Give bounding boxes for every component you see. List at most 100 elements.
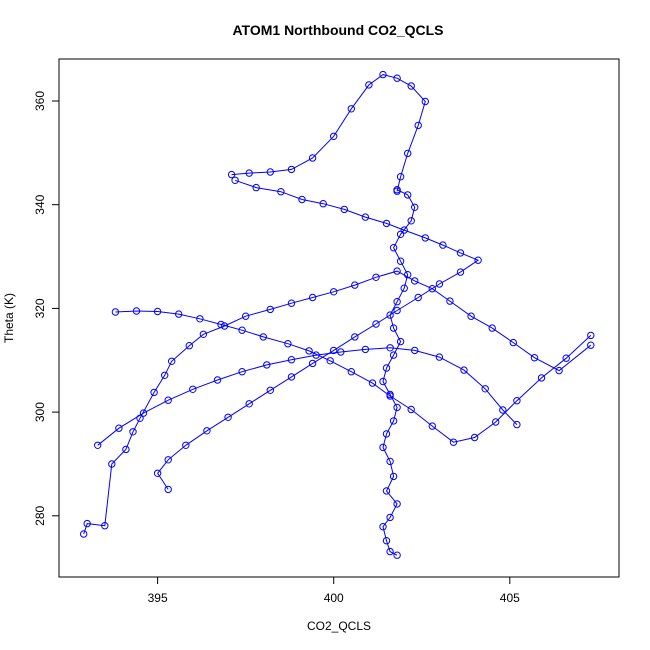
- data-point: [396, 230, 405, 239]
- data-point: [308, 154, 317, 162]
- data-point: [382, 487, 391, 495]
- data-point: [389, 244, 398, 252]
- data-point: [407, 217, 415, 225]
- data-point: [470, 433, 479, 442]
- data-point: [108, 460, 116, 468]
- data-point: [393, 187, 401, 195]
- data-point: [389, 472, 398, 481]
- data-point: [153, 469, 162, 477]
- data-point: [266, 386, 274, 394]
- data-point: [530, 354, 539, 362]
- y-tick-label: 360: [33, 91, 47, 111]
- data-point: [513, 420, 521, 429]
- data-point: [386, 457, 394, 466]
- data-point: [330, 288, 338, 296]
- y-tick-label: 320: [33, 298, 47, 318]
- data-point: [379, 70, 387, 79]
- data-point: [400, 226, 408, 234]
- data-point: [379, 523, 387, 531]
- data-point: [347, 368, 355, 376]
- data-point: [83, 519, 91, 528]
- data-point: [382, 219, 391, 228]
- series-line: [156, 179, 480, 490]
- data-point: [368, 379, 377, 387]
- data-point: [266, 305, 274, 314]
- y-tick-label: 340: [33, 194, 47, 214]
- data-point: [386, 311, 394, 319]
- data-point: [252, 183, 260, 192]
- data-point: [80, 530, 88, 538]
- data-point: [460, 366, 468, 374]
- data-point: [537, 374, 546, 382]
- data-point: [361, 345, 370, 354]
- data-point: [393, 74, 401, 82]
- data-point: [175, 310, 183, 318]
- data-point: [396, 337, 405, 346]
- data-point: [389, 351, 398, 359]
- data-point: [446, 297, 454, 305]
- data-point: [217, 320, 225, 329]
- data-point: [361, 213, 370, 221]
- data-point: [115, 424, 123, 432]
- data-lines: [83, 74, 592, 556]
- data-point: [227, 170, 236, 179]
- data-point: [474, 256, 482, 264]
- data-point: [393, 306, 401, 315]
- data-point: [351, 333, 359, 341]
- x-tick-label: 405: [500, 591, 520, 605]
- data-point: [372, 320, 380, 328]
- data-point: [562, 354, 570, 362]
- data-point: [164, 396, 172, 404]
- data-point: [196, 315, 204, 323]
- data-point: [379, 443, 387, 452]
- data-point: [238, 368, 246, 376]
- data-point: [407, 405, 415, 414]
- data-point: [231, 176, 239, 185]
- data-point: [308, 293, 317, 302]
- data-point: [411, 203, 419, 212]
- data-point: [161, 371, 169, 379]
- data-point: [330, 132, 338, 141]
- data-point: [308, 359, 317, 368]
- x-axis-label: CO2_QCLS: [307, 619, 371, 633]
- data-point: [414, 121, 422, 130]
- data-point: [382, 537, 391, 545]
- data-point: [428, 285, 436, 293]
- data-point: [439, 241, 447, 249]
- data-point: [259, 333, 267, 341]
- y-tick-label: 280: [33, 505, 47, 525]
- data-point: [587, 341, 595, 349]
- data-point: [404, 191, 412, 199]
- data-point: [153, 307, 162, 316]
- data-point: [393, 551, 401, 559]
- data-point: [435, 353, 444, 361]
- data-point: [382, 430, 391, 438]
- data-point: [393, 403, 401, 412]
- data-point: [488, 324, 496, 332]
- data-point: [319, 200, 327, 208]
- data-point: [312, 351, 320, 359]
- data-point: [492, 418, 500, 426]
- data-point: [393, 298, 401, 306]
- data-point: [266, 168, 274, 176]
- data-point: [456, 268, 465, 276]
- data-point: [136, 414, 144, 422]
- data-point: [305, 347, 313, 355]
- data-point: [203, 427, 211, 435]
- data-point: [94, 441, 102, 449]
- data-point: [393, 500, 401, 508]
- data-point: [168, 357, 176, 365]
- data-point: [396, 173, 405, 181]
- series-line: [115, 310, 592, 443]
- series-line: [382, 189, 416, 556]
- data-point: [199, 330, 208, 338]
- data-point: [101, 522, 109, 530]
- data-point: [379, 377, 387, 386]
- data-point: [287, 299, 296, 307]
- data-point: [242, 312, 250, 320]
- data-point: [509, 338, 517, 347]
- data-point: [386, 344, 394, 352]
- data-point: [428, 422, 436, 430]
- data-point: [414, 293, 422, 302]
- data-point: [555, 366, 563, 375]
